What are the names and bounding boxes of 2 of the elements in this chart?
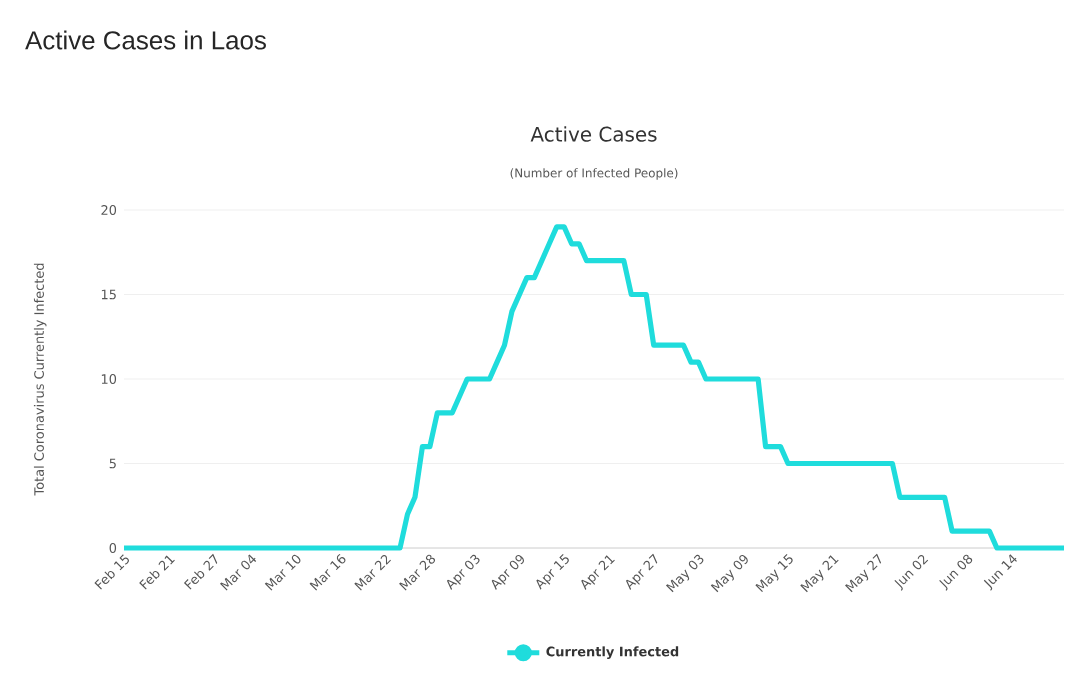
chart-title: Active Cases in Laos (25, 30, 266, 50)
chart-subtitle: Active Cases (530, 126, 657, 142)
